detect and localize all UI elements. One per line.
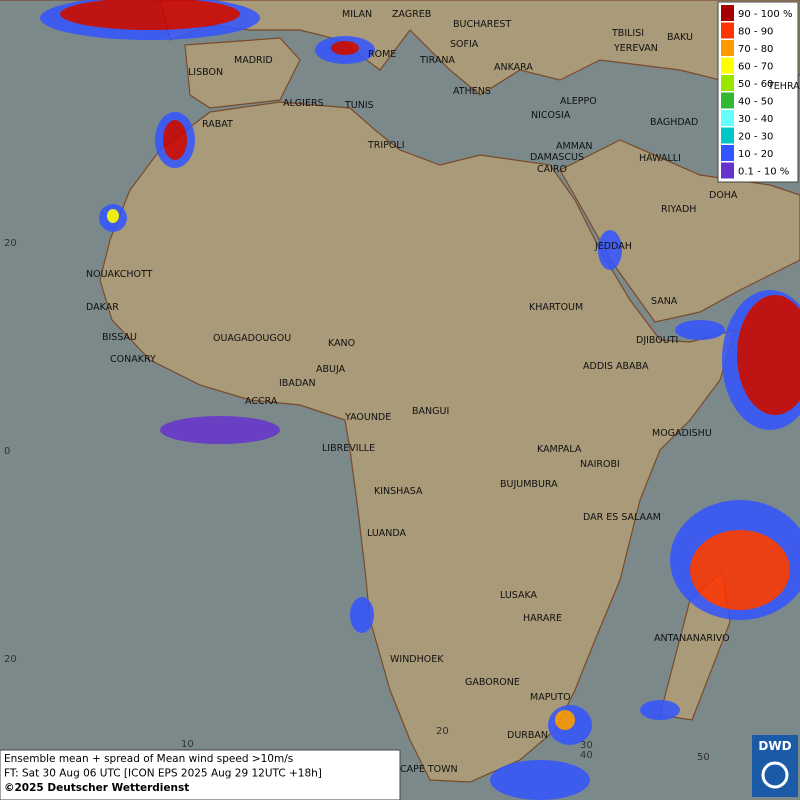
legend-label: 40 - 50 xyxy=(738,97,773,108)
city-label: MAPUTO xyxy=(530,692,571,703)
city-label: KHARTOUM xyxy=(529,302,583,313)
city-label: NAIROBI xyxy=(580,459,620,470)
city-label: YEREVAN xyxy=(613,43,658,54)
city-label: DAKAR xyxy=(86,302,119,313)
city-label: HARARE xyxy=(523,613,562,624)
city-label: TUNIS xyxy=(344,100,374,111)
city-label: KINSHASA xyxy=(374,486,423,497)
city-label: TEHRA xyxy=(767,81,800,92)
city-label: LISBON xyxy=(188,67,223,78)
city-label: DJIBOUTI xyxy=(636,335,678,346)
footer-line: FT: Sat 30 Aug 06 UTC [ICON EPS 2025 Aug… xyxy=(4,768,322,780)
longitude-label: 30 xyxy=(580,740,593,751)
legend-label: 80 - 90 xyxy=(738,27,773,38)
city-label: CONAKRY xyxy=(110,354,156,365)
city-label: ADDIS ABABA xyxy=(583,361,649,372)
city-label: ANKARA xyxy=(494,62,533,73)
city-label: BUJUMBURA xyxy=(500,479,558,490)
city-label: KAMPALA xyxy=(537,444,582,455)
city-label: ATHENS xyxy=(453,86,491,97)
city-label: DAMASCUS xyxy=(530,152,584,163)
city-label: BAGHDAD xyxy=(650,117,698,128)
city-label: ABUJA xyxy=(316,364,346,375)
footer-box xyxy=(0,749,401,800)
city-label: IBADAN xyxy=(279,378,316,389)
longitude-label: 50 xyxy=(697,752,710,763)
legend-swatch xyxy=(721,145,734,161)
city-label: ACCRA xyxy=(245,396,278,407)
city-label: CAIRO xyxy=(537,164,567,175)
city-label: LUSAKA xyxy=(500,590,538,601)
city-label: MADRID xyxy=(234,55,273,66)
longitude-label: 40 xyxy=(580,750,593,761)
city-label: NICOSIA xyxy=(531,110,571,121)
legend-label: 70 - 80 xyxy=(738,44,773,55)
city-label: GABORONE xyxy=(465,677,520,688)
city-label: DOHA xyxy=(709,190,738,201)
longitude-label: 10 xyxy=(181,739,194,750)
legend-swatch xyxy=(721,5,734,21)
legend-swatch xyxy=(721,162,734,179)
city-label: RABAT xyxy=(202,119,233,130)
legend-swatch xyxy=(721,110,734,126)
legend-swatch xyxy=(721,75,734,91)
legend-label: 60 - 70 xyxy=(738,62,773,73)
city-label: SOFIA xyxy=(450,39,479,50)
city-label: BAKU xyxy=(667,32,693,43)
latitude-label: 20 xyxy=(4,654,17,665)
city-label: KANO xyxy=(328,338,355,349)
footer-line: ©2025 Deutscher Wetterdienst xyxy=(4,782,189,794)
city-label: OUAGADOUGOU xyxy=(213,333,291,344)
city-label: LIBREVILLE xyxy=(322,443,375,454)
legend-label: 50 - 60 xyxy=(738,79,773,90)
city-label: ALEPPO xyxy=(560,96,597,107)
legend-swatch xyxy=(721,57,734,74)
wind-probability xyxy=(40,0,800,800)
footer-line: Ensemble mean + spread of Mean wind spee… xyxy=(4,753,293,765)
city-label: TBILISI xyxy=(611,28,644,39)
city-label: LUANDA xyxy=(367,528,407,539)
legend-label: 30 - 40 xyxy=(738,114,773,125)
legend-label: 90 - 100 % xyxy=(738,9,792,20)
city-label: BUCHAREST xyxy=(453,19,511,30)
city-label: TIRANA xyxy=(419,55,455,66)
city-label: NOUAKCHOTT xyxy=(86,269,153,280)
city-label: MILAN xyxy=(342,9,372,20)
city-label: BISSAU xyxy=(102,332,137,343)
city-label: BANGUI xyxy=(412,406,449,417)
longitude-label: 20 xyxy=(436,726,449,737)
city-label: DAR ES SALAAM xyxy=(583,512,661,523)
legend-label: 0.1 - 10 % xyxy=(738,167,789,178)
city-label: CAPE TOWN xyxy=(400,764,458,775)
legend-swatch xyxy=(721,127,734,144)
city-label: MOGADISHU xyxy=(652,428,712,439)
city-label: AMMAN xyxy=(556,141,593,152)
legend-swatch xyxy=(721,40,734,56)
city-label: WINDHOEK xyxy=(390,654,444,665)
city-label: ZAGREB xyxy=(392,9,431,20)
legend-swatch xyxy=(721,22,734,39)
city-label: RIYADH xyxy=(661,204,696,215)
logo: DWD xyxy=(758,739,791,753)
latitude-label: 20 xyxy=(4,238,17,249)
city-label: SANA xyxy=(651,296,678,307)
city-label: HAWALLI xyxy=(639,153,681,164)
latitude-label: 0 xyxy=(4,446,10,457)
legend-swatch xyxy=(721,92,734,109)
city-label: TRIPOLI xyxy=(367,140,405,151)
city-label: ROME xyxy=(368,49,396,60)
logo-mark xyxy=(761,761,789,789)
city-label: YAOUNDE xyxy=(344,412,391,423)
city-label: DURBAN xyxy=(507,730,548,741)
legend-label: 20 - 30 xyxy=(738,132,773,143)
city-label: JEDDAH xyxy=(594,241,632,252)
city-label: ANTANANARIVO xyxy=(654,633,730,644)
legend-label: 10 - 20 xyxy=(738,149,773,160)
city-label: ALGIERS xyxy=(283,98,324,109)
